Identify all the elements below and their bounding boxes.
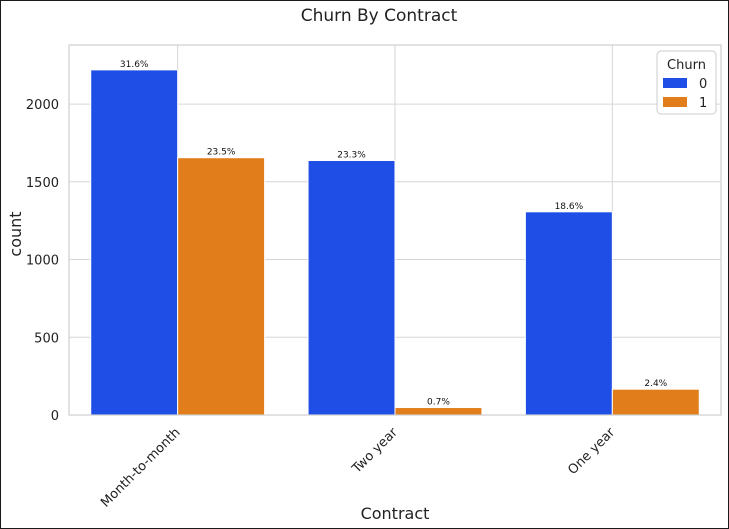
y-tick-label: 500	[34, 331, 59, 346]
bar-churn-0-one-year	[524, 211, 613, 416]
bar-data-label: 31.6%	[120, 60, 149, 70]
x-tick-label: Month-to-month	[98, 425, 183, 510]
plot-area: 0 500 1000 1500 2000 31.6% 23.3% 18.6% 23.5% 0.7%…	[26, 44, 722, 511]
bar-churn-1-one-year	[611, 388, 700, 416]
bar-data-label: 0.7%	[427, 398, 450, 408]
x-tick-label: One year	[565, 425, 618, 478]
bar-data-label: 2.4%	[644, 379, 667, 389]
legend-title: Churn	[667, 58, 706, 73]
legend-swatch-0	[663, 78, 687, 88]
legend-swatch-1	[663, 97, 687, 107]
legend-label-0: 0	[699, 77, 707, 92]
bar-data-label: 23.3%	[337, 151, 366, 161]
y-tick-label: 2000	[26, 98, 59, 113]
y-tick-label: 1000	[26, 254, 59, 269]
plot-border	[68, 44, 722, 416]
bar-churn-1-month-to-month	[177, 157, 266, 416]
bar-churn-0-two-year	[307, 160, 396, 416]
x-axis-title: Contract	[361, 504, 430, 523]
bar-churn-1-two-year	[394, 407, 483, 416]
bar-churn-0-month-to-month	[90, 69, 179, 416]
bar-data-label: 18.6%	[555, 202, 584, 212]
bar-data-label: 23.5%	[207, 148, 236, 158]
legend-label-1: 1	[699, 96, 707, 111]
y-axis-title: count	[6, 211, 25, 256]
chart-title: Churn By Contract	[301, 6, 458, 26]
y-tick-label: 0	[51, 409, 59, 424]
x-tick-label: Two year	[349, 425, 401, 477]
legend: Churn 0 1	[656, 50, 717, 115]
y-tick-label: 1500	[26, 176, 59, 191]
